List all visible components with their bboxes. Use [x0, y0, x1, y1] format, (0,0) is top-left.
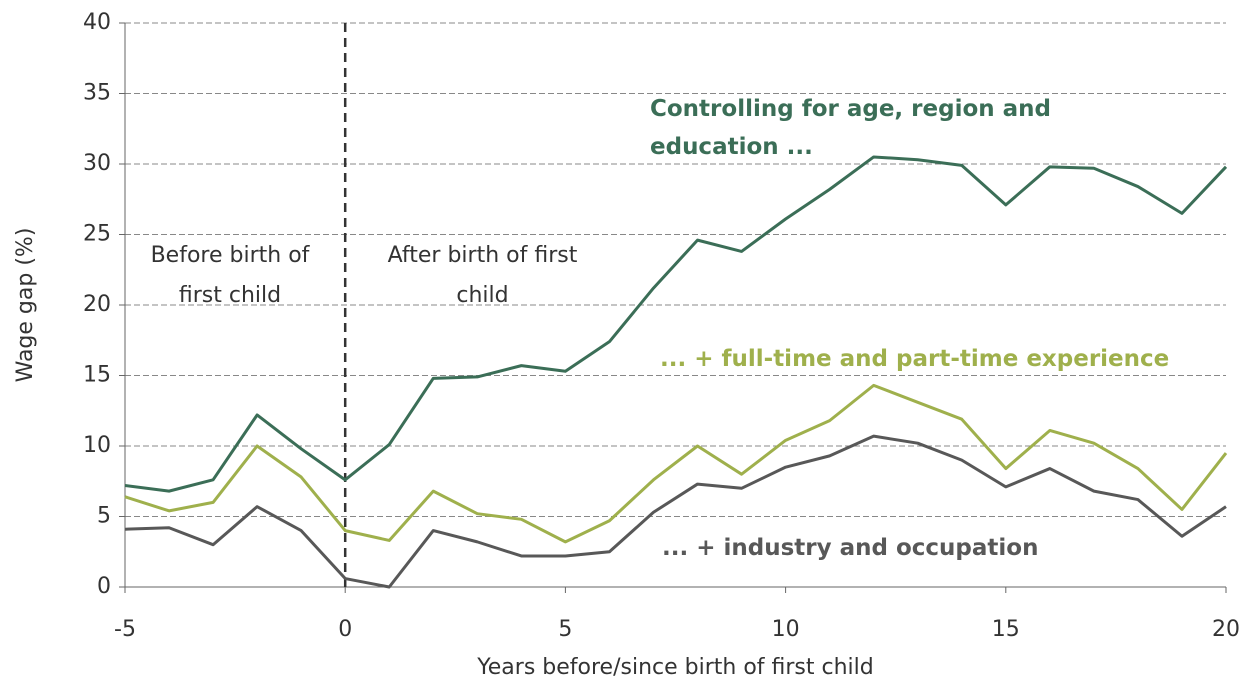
- line: [124, 383, 1228, 544]
- y-tick-label: 20: [83, 292, 111, 317]
- series-label: ... + full-time and part-time experience: [660, 346, 1170, 372]
- series-label: ... + industry and occupation: [662, 535, 1039, 561]
- y-tick-label: 40: [83, 10, 111, 35]
- y-axis-label: Wage gap (%): [13, 228, 38, 383]
- y-tick-label: 35: [83, 81, 111, 106]
- x-tick-label: 5: [558, 617, 572, 642]
- x-tick-label: 20: [1212, 617, 1240, 642]
- y-tick-label: 30: [83, 151, 111, 176]
- y-tick-label: 5: [97, 504, 111, 529]
- y-tick-label: 0: [97, 574, 111, 599]
- line: [124, 434, 1227, 589]
- y-tick-label: 10: [83, 433, 111, 458]
- annotation: Before birth of first child: [150, 243, 310, 308]
- x-axis-label: Years before/since birth of first child: [476, 655, 873, 680]
- series-label: Controlling for age, region and educatio…: [650, 96, 1052, 160]
- x-tick-label: 0: [338, 617, 352, 642]
- x-tick-label: 15: [992, 617, 1020, 642]
- x-tick-label: -5: [114, 617, 136, 642]
- y-tick-label: 25: [83, 222, 111, 247]
- x-tick-label: 10: [772, 617, 800, 642]
- annotation: After birth of first child: [387, 243, 578, 308]
- line: [124, 155, 1228, 493]
- y-tick-label: 15: [83, 363, 111, 388]
